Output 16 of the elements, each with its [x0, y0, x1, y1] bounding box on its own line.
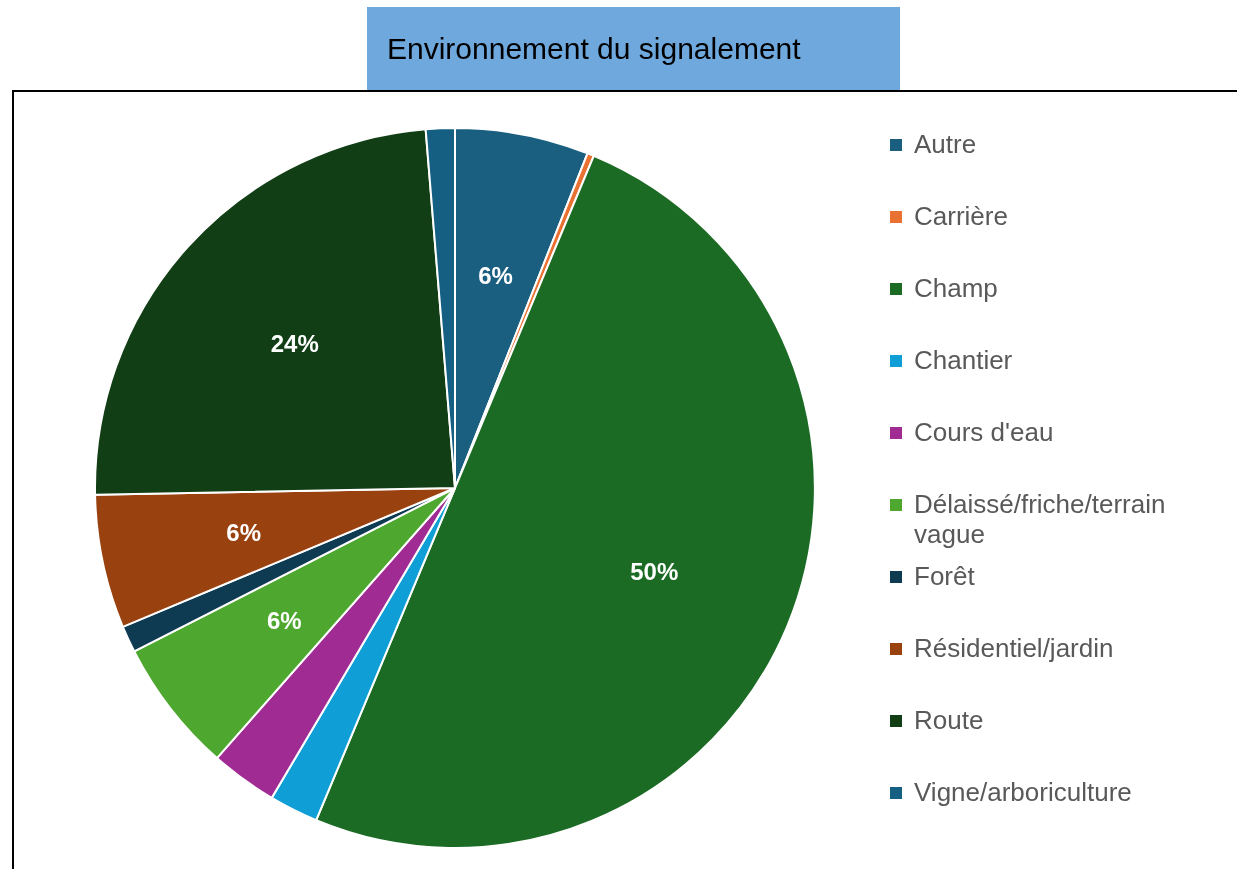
data-label: 6%: [478, 262, 513, 290]
legend-label: Résidentiel/jardin: [914, 633, 1114, 663]
legend-label: Délaissé/friche/terrain vague: [914, 489, 1167, 549]
legend-label: Autre: [914, 129, 977, 159]
data-label: 50%: [630, 557, 679, 585]
legend-label: Champ: [914, 273, 998, 303]
legend-label: Vigne/arboriculture: [914, 777, 1132, 807]
legend-label: Carrière: [914, 201, 1008, 231]
data-label: 6%: [266, 606, 302, 634]
legend-label: Chantier: [914, 345, 1013, 375]
legend-label: Route: [914, 705, 984, 735]
chart-title: Environnement du signalement: [367, 7, 900, 90]
legend-label: Cours d'eau: [914, 417, 1054, 447]
data-label: 24%: [270, 329, 319, 357]
legend-label: Forêt: [914, 561, 975, 591]
data-label: 6%: [226, 518, 261, 546]
